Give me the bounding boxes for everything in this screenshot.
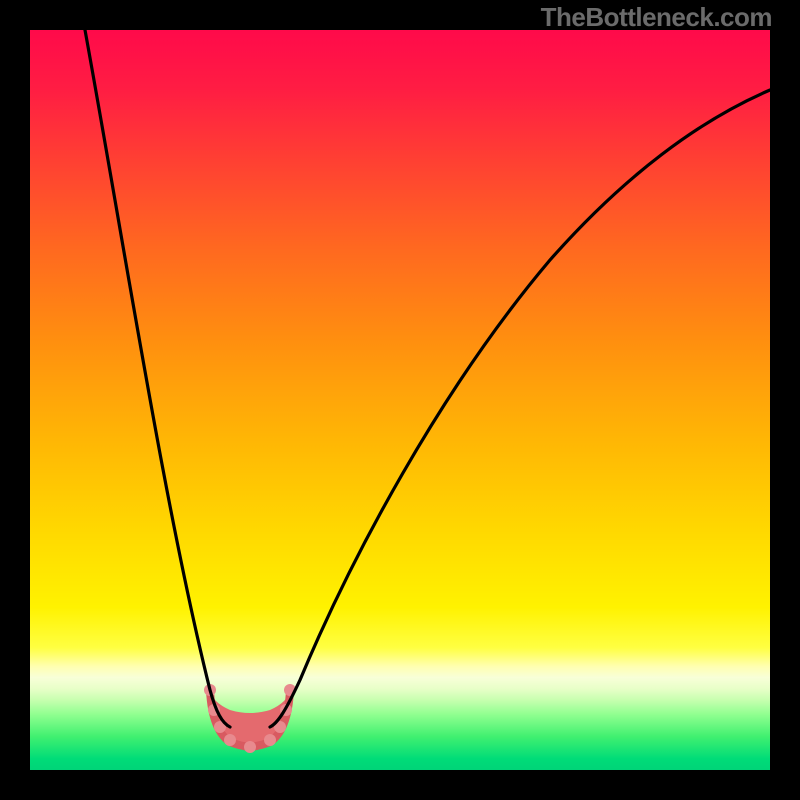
bottleneck-chart: [0, 0, 800, 800]
watermark-text: TheBottleneck.com: [541, 2, 772, 33]
plot-background: [30, 30, 770, 770]
valley-marker: [264, 734, 276, 746]
valley-marker: [224, 734, 236, 746]
valley-marker: [244, 741, 256, 753]
